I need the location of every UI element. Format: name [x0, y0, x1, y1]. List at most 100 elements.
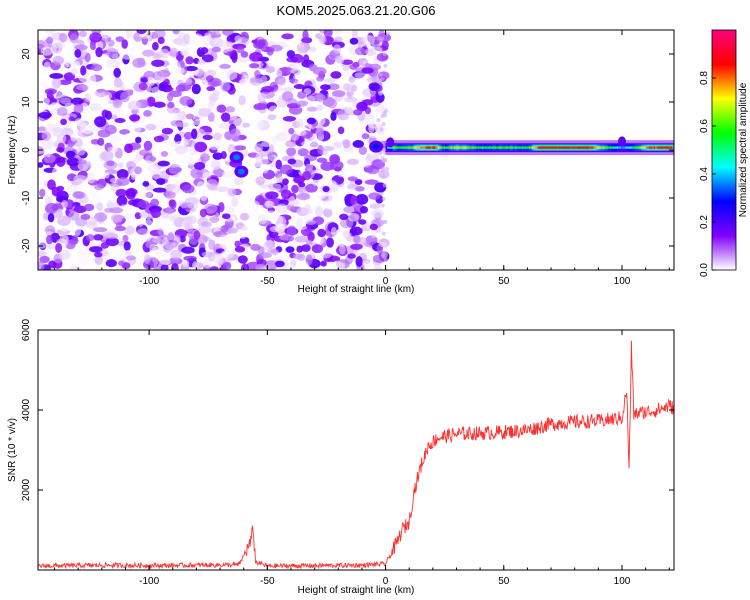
noise-cell: [362, 35, 375, 46]
noise-cell: [116, 177, 130, 186]
signal-band-core: [618, 146, 621, 149]
colorbar-tick-label: 0.0: [699, 263, 710, 277]
noise-cell: [350, 243, 363, 250]
signal-band-core: [588, 146, 591, 149]
noise-cell: [239, 229, 247, 235]
noise-cell: [221, 170, 234, 179]
noise-cell: [96, 202, 104, 212]
signal-band-core: [638, 146, 640, 149]
signal-band-core: [552, 146, 555, 149]
noise-cell: [320, 252, 332, 259]
signal-band-core: [622, 146, 625, 149]
noise-cell: [326, 237, 334, 248]
signal-band-core: [464, 146, 467, 149]
noise-cell: [50, 43, 57, 54]
noise-cell: [72, 226, 82, 237]
noise-cell: [266, 47, 274, 56]
signal-band-core: [516, 146, 518, 149]
noise-cell: [268, 154, 278, 162]
noise-cell: [157, 69, 171, 78]
noise-cell: [334, 237, 347, 247]
noise-cell: [240, 263, 250, 270]
noise-cell: [303, 54, 310, 64]
noise-cell: [220, 81, 231, 92]
noise-cell: [146, 96, 156, 107]
noise-cell: [158, 118, 167, 130]
noise-cell: [210, 31, 217, 39]
noise-cell: [38, 111, 52, 119]
spectrogram-x-tick-label: 100: [614, 276, 631, 287]
noise-cell: [172, 30, 180, 35]
noise-cell: [296, 100, 308, 107]
noise-cell: [132, 57, 146, 69]
signal-band-core: [652, 146, 655, 149]
signal-band-core: [439, 146, 442, 149]
noise-cell: [191, 128, 198, 140]
noise-cell: [179, 201, 190, 208]
noise-cell: [286, 147, 297, 157]
noise-cell: [287, 158, 297, 165]
noise-cell: [71, 235, 78, 242]
noise-cell: [327, 98, 338, 109]
noise-cell: [170, 120, 183, 127]
noise-cell: [89, 40, 97, 51]
noise-cell: [255, 176, 265, 186]
noise-cell: [43, 153, 56, 164]
noise-cell: [231, 52, 238, 64]
noise-cell: [93, 227, 108, 233]
noise-cell: [231, 264, 240, 270]
noise-cell: [167, 176, 177, 184]
noise-cell: [330, 111, 337, 121]
noise-cell: [132, 158, 139, 164]
noise-cell: [38, 54, 44, 62]
signal-band-core: [619, 146, 622, 149]
noise-cell: [145, 123, 157, 131]
noise-cell: [124, 143, 134, 154]
noise-cell: [94, 212, 108, 222]
noise-cell: [91, 192, 105, 203]
noise-cell: [129, 46, 136, 53]
noise-cell: [124, 225, 135, 235]
noise-cell: [192, 119, 206, 126]
noise-cell: [192, 261, 199, 269]
spectrogram-y-tick-label: 0: [21, 147, 32, 153]
noise-cell: [323, 78, 336, 84]
signal-band-core: [499, 146, 501, 149]
signal-band-core: [525, 146, 528, 149]
snr-y-axis: 2000 4000 6000: [21, 318, 674, 501]
noise-cell: [94, 116, 107, 128]
signal-band-core: [521, 146, 524, 149]
noise-cell: [206, 86, 216, 92]
noise-cell: [296, 224, 307, 231]
noise-cell: [153, 30, 166, 39]
noise-cell: [311, 244, 323, 254]
noise-cell: [48, 260, 57, 269]
noise-cell: [334, 30, 343, 36]
noise-cell: [286, 50, 296, 59]
noise-cell: [104, 124, 117, 135]
signal-band-core: [611, 146, 614, 149]
noise-cell: [296, 118, 304, 129]
noise-cell: [341, 59, 353, 65]
noise-cell: [100, 150, 114, 162]
noise-cell: [125, 249, 132, 256]
noise-cell: [125, 189, 136, 200]
signal-band-core: [571, 146, 574, 149]
noise-cell: [47, 212, 55, 223]
signal-band-core: [416, 146, 419, 149]
signal-band-core: [415, 146, 418, 149]
noise-cell: [74, 118, 84, 125]
noise-cell: [139, 189, 153, 199]
noise-cell: [199, 190, 208, 202]
signal-band-core: [432, 146, 435, 149]
noise-cell: [114, 117, 126, 124]
signal-band-core: [626, 146, 629, 149]
noise-cell: [205, 75, 214, 83]
noise-cell: [183, 222, 190, 231]
signal-band-core: [594, 146, 597, 149]
signal-band-core: [533, 146, 536, 149]
noise-cell: [170, 249, 182, 260]
spectrogram-y-tick-label: -10: [21, 190, 32, 205]
noise-cell: [370, 230, 377, 238]
